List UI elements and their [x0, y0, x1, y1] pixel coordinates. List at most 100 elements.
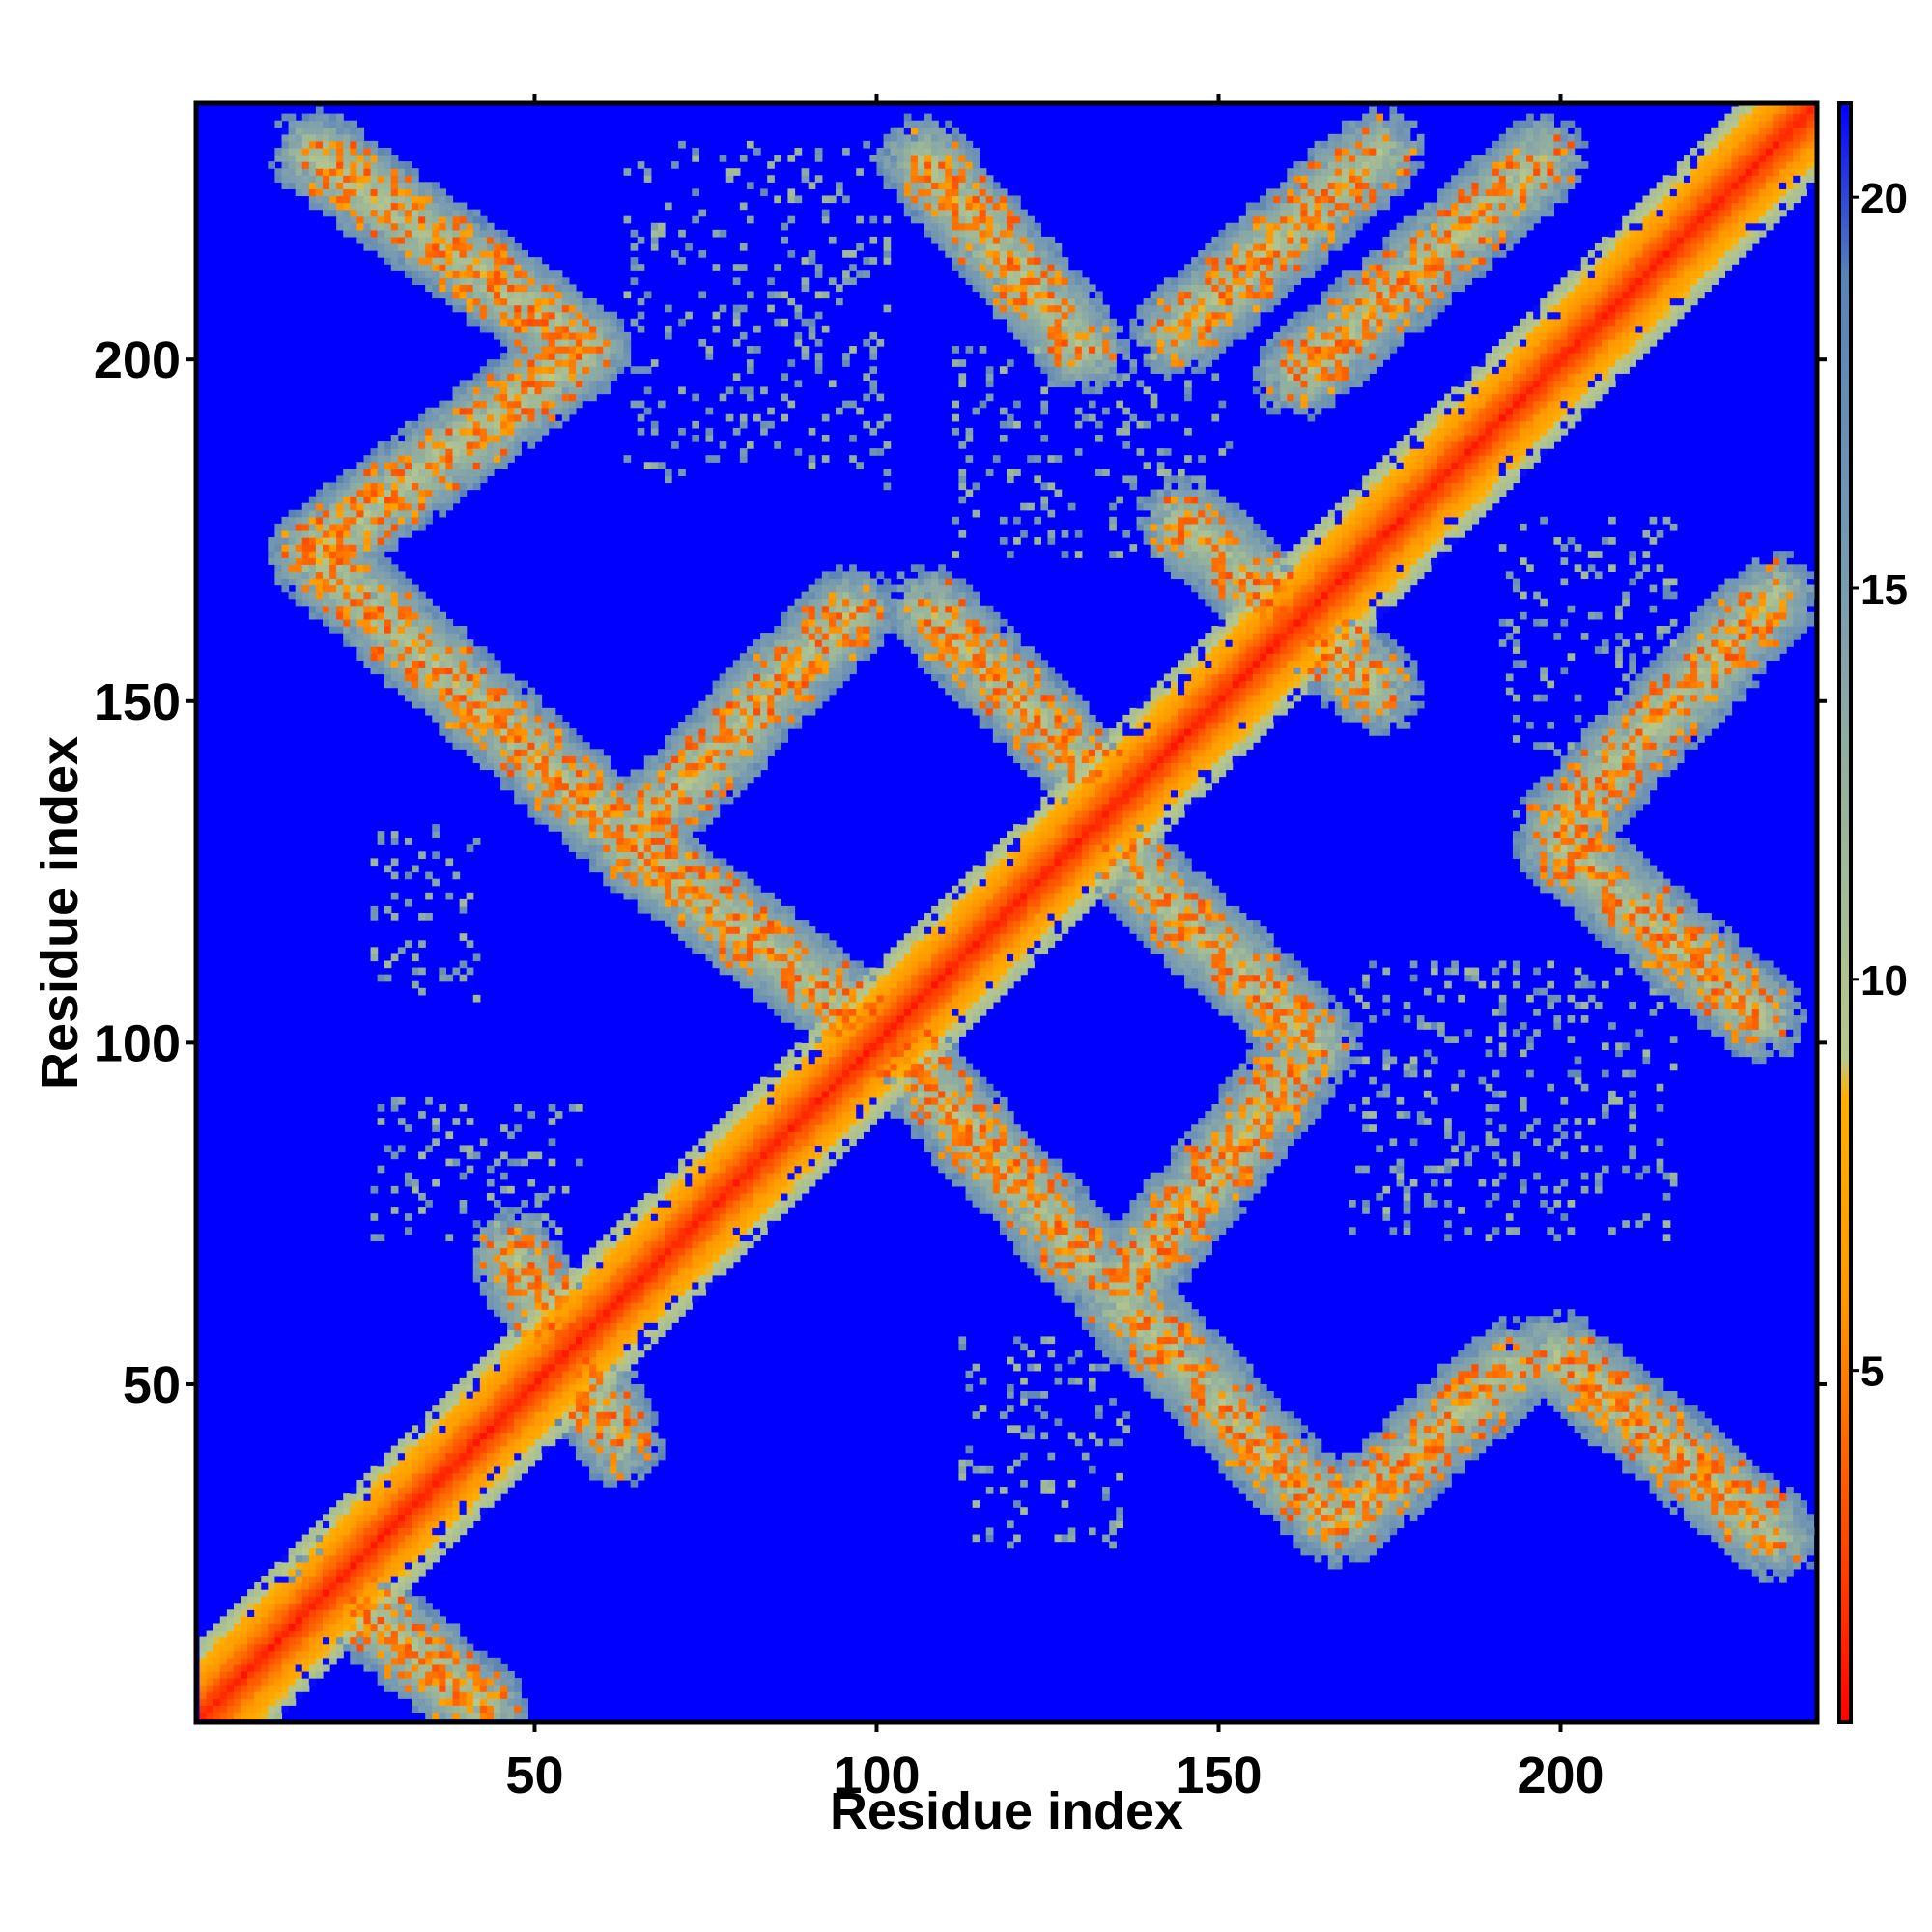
heatmap-cell — [397, 1118, 406, 1125]
heatmap-cell — [370, 598, 379, 607]
heatmap-cell — [329, 605, 337, 613]
heatmap-cell — [315, 1643, 324, 1652]
heatmap-cell — [390, 469, 399, 477]
heatmap-cell — [418, 1507, 426, 1515]
heatmap-cell — [288, 1616, 297, 1625]
heatmap-cell — [479, 318, 488, 327]
heatmap-cell — [527, 311, 536, 320]
heatmap-cell — [288, 1657, 297, 1665]
heatmap-cell — [336, 140, 344, 149]
heatmap-cell — [685, 796, 693, 805]
heatmap-cell — [554, 721, 563, 729]
heatmap-cell — [254, 1609, 262, 1617]
heatmap-cell — [671, 878, 679, 887]
heatmap-cell — [548, 782, 556, 791]
heatmap-cell — [466, 967, 474, 976]
heatmap-cell — [445, 1657, 454, 1665]
heatmap-cell — [412, 264, 419, 271]
heatmap-cell — [671, 749, 679, 756]
heatmap-cell — [390, 1663, 399, 1672]
heatmap-cell — [459, 1636, 468, 1645]
heatmap-cell — [363, 605, 372, 613]
heatmap-cell — [336, 475, 344, 484]
heatmap-cell — [664, 304, 672, 313]
heatmap-cell — [610, 1459, 618, 1467]
heatmap-cell — [514, 1309, 522, 1317]
heatmap-cell — [356, 523, 365, 531]
heatmap-cell — [254, 1603, 262, 1610]
heatmap-cell — [350, 551, 357, 558]
heatmap-cell — [671, 1172, 679, 1180]
heatmap-cell — [685, 1207, 693, 1214]
heatmap-cell — [281, 1705, 290, 1713]
heatmap-cell — [712, 1192, 721, 1201]
heatmap-cell — [623, 1411, 632, 1419]
heatmap-cell — [486, 1487, 495, 1494]
heatmap-cell — [678, 844, 686, 852]
heatmap-cell — [404, 1575, 412, 1583]
heatmap-cell — [500, 353, 508, 360]
heatmap-cell — [404, 667, 412, 675]
heatmap-cell — [199, 1663, 208, 1672]
heatmap-cell — [350, 215, 357, 224]
heatmap-cell — [343, 168, 351, 176]
heatmap-cell — [678, 885, 686, 894]
heatmap-cell — [274, 1678, 283, 1686]
heatmap-cell — [425, 680, 433, 689]
heatmap-cell — [582, 755, 590, 764]
heatmap-cell — [390, 523, 399, 531]
heatmap-cell — [425, 1623, 433, 1632]
heatmap-cell — [370, 633, 379, 640]
heatmap-cell — [493, 427, 501, 436]
heatmap-cell — [643, 1445, 652, 1454]
heatmap-cell — [603, 1479, 611, 1488]
heatmap-cell — [500, 413, 508, 422]
heatmap-cell — [301, 557, 310, 565]
heatmap-cell — [630, 229, 639, 238]
heatmap-cell — [432, 469, 440, 477]
heatmap-cell — [226, 1643, 235, 1652]
heatmap-cell — [637, 1350, 645, 1358]
heatmap-cell — [664, 803, 672, 811]
heatmap-cell — [268, 1568, 276, 1577]
heatmap-cell — [507, 420, 515, 429]
heatmap-cell — [650, 1267, 659, 1276]
heatmap-cell — [390, 1582, 399, 1590]
heatmap-cell — [308, 195, 317, 204]
heatmap-cell — [479, 420, 488, 429]
heatmap-cell — [575, 353, 583, 360]
heatmap-cell — [610, 769, 618, 778]
heatmap-cell — [500, 1274, 508, 1283]
heatmap-cell — [274, 564, 283, 573]
heatmap-cell — [664, 1213, 672, 1221]
heatmap-cell — [589, 1452, 597, 1461]
heatmap-cell — [459, 209, 468, 217]
heatmap-cell — [315, 182, 324, 189]
heatmap-cell — [685, 1213, 693, 1221]
heatmap-cell — [561, 1267, 570, 1276]
heatmap-cell — [664, 865, 672, 873]
heatmap-cell — [356, 1636, 365, 1645]
heatmap-cell — [452, 298, 461, 306]
heatmap-cell — [698, 933, 707, 941]
heatmap-cell — [616, 1411, 625, 1419]
heatmap-cell — [603, 1267, 611, 1276]
heatmap-cell — [500, 1452, 508, 1461]
heatmap-cell — [534, 707, 543, 716]
heatmap-cell — [343, 1643, 351, 1652]
heatmap-cell — [466, 646, 474, 654]
heatmap-cell — [412, 611, 419, 620]
heatmap-cell — [493, 236, 501, 244]
heatmap-cell — [568, 776, 577, 784]
heatmap-cell — [472, 1691, 481, 1699]
heatmap-cell — [439, 291, 447, 299]
heatmap-cell — [390, 1650, 399, 1659]
heatmap-cell — [384, 584, 392, 593]
heatmap-cell — [329, 1630, 337, 1638]
heatmap-cell — [363, 1568, 372, 1577]
heatmap-cell — [486, 721, 495, 729]
heatmap-cell — [664, 838, 672, 845]
heatmap-cell — [705, 434, 714, 442]
heatmap-cell — [370, 1561, 379, 1570]
heatmap-cell — [472, 1267, 481, 1276]
